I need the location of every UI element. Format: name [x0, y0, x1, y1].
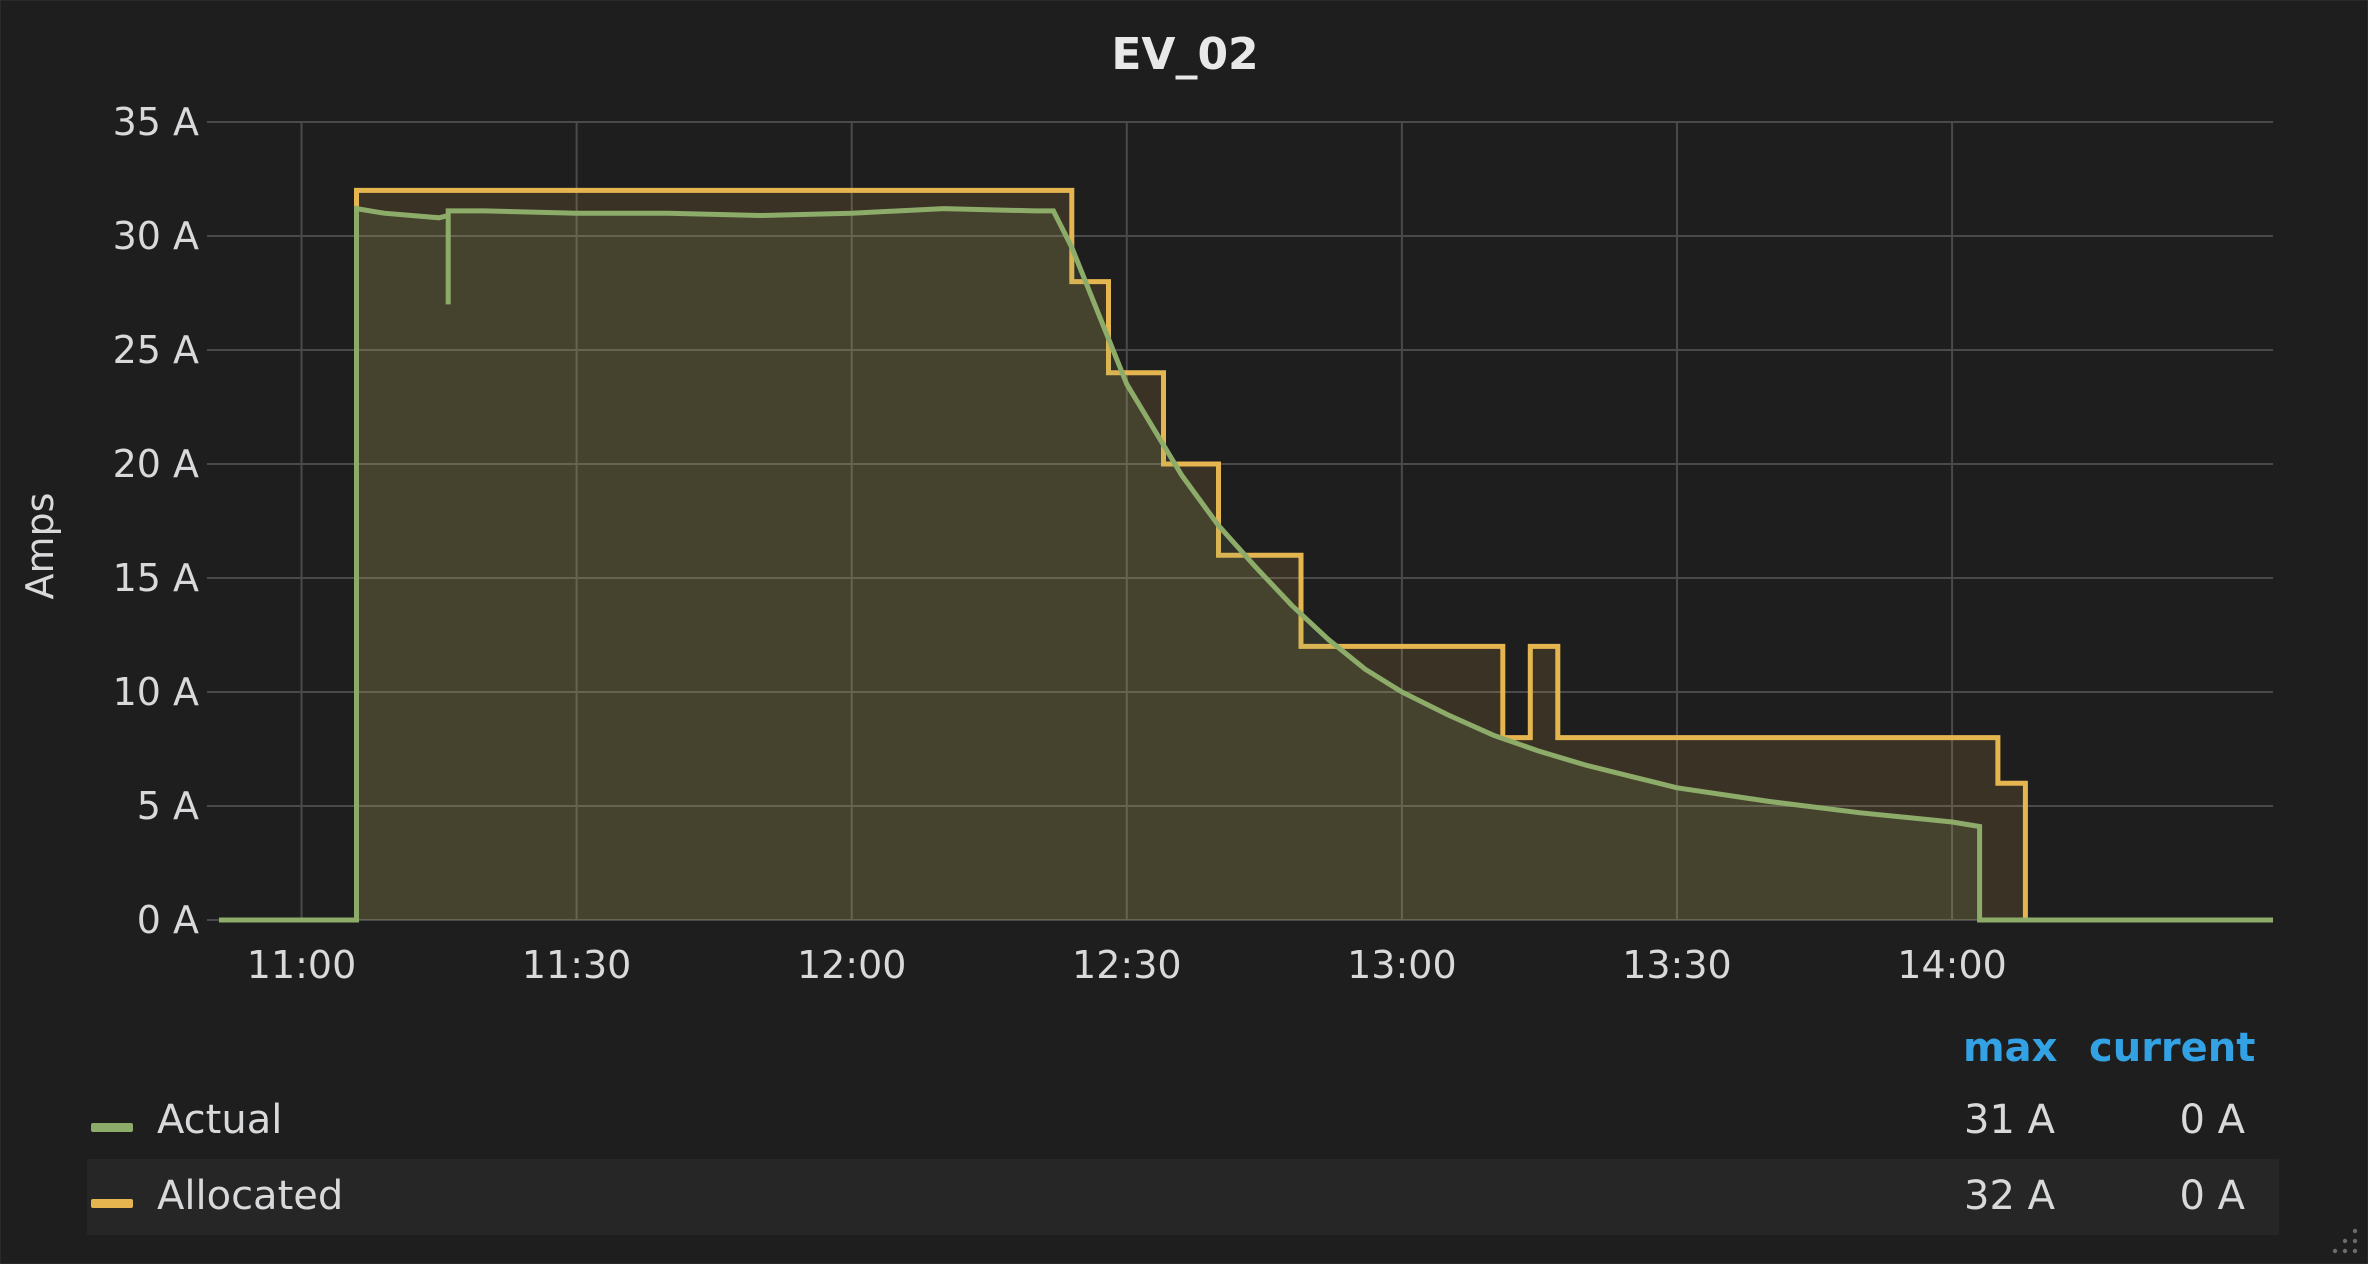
x-tick-label: 11:00 — [247, 943, 357, 987]
y-tick-label: 20 A — [113, 442, 199, 486]
legend-swatch-allocated — [91, 1199, 133, 1208]
x-tick-label: 14:00 — [1897, 943, 2007, 987]
x-axis-ticks: 11:00 11:30 12:00 12:30 13:00 13:30 14:00 — [247, 943, 2007, 987]
x-tick-label: 12:00 — [797, 943, 907, 987]
legend-row-allocated[interactable]: Allocated 32 A 0 A — [87, 1159, 2279, 1235]
series-area-actual — [219, 208, 2273, 921]
resize-handle-icon[interactable] — [2331, 1227, 2359, 1255]
legend-header-max[interactable]: max — [1963, 1025, 2058, 1071]
panel-title[interactable]: EV_02 — [1111, 29, 1258, 80]
chart: EV_02 Amps 0 A 5 A 10 A 15 A 20 A 25 A 30 A 35 … — [18, 29, 2273, 987]
legend-series-name[interactable]: Actual — [157, 1097, 283, 1143]
x-tick-label: 11:30 — [522, 943, 632, 987]
legend-max-value: 32 A — [1964, 1173, 2055, 1219]
legend-row-actual[interactable]: Actual 31 A 0 A — [87, 1083, 2279, 1159]
y-axis-ticks: 0 A 5 A 10 A 15 A 20 A 25 A 30 A 35 A — [113, 100, 199, 942]
legend-header-current[interactable]: current — [2089, 1025, 2256, 1071]
legend-header: max current — [87, 1021, 2279, 1083]
x-tick-label: 12:30 — [1072, 943, 1182, 987]
legend: max current Actual 31 A 0 A Allocated 32… — [87, 1021, 2279, 1235]
y-tick-label: 30 A — [113, 214, 199, 258]
y-tick-label: 5 A — [137, 784, 199, 828]
x-tick-label: 13:30 — [1622, 943, 1732, 987]
y-tick-label: 10 A — [113, 670, 199, 714]
legend-series-name[interactable]: Allocated — [157, 1173, 344, 1219]
legend-current-value: 0 A — [2179, 1173, 2245, 1219]
y-tick-label: 0 A — [137, 898, 199, 942]
y-tick-label: 25 A — [113, 328, 199, 372]
legend-max-value: 31 A — [1964, 1097, 2055, 1143]
series-group — [219, 187, 2273, 923]
legend-swatch-actual — [91, 1123, 133, 1132]
y-tick-label: 35 A — [113, 100, 199, 144]
x-tick-label: 13:00 — [1347, 943, 1457, 987]
y-tick-label: 15 A — [113, 556, 199, 600]
y-axis-label: Amps — [18, 493, 62, 600]
series-line-allocated — [219, 187, 2273, 923]
series-line-actual — [219, 205, 2273, 923]
legend-current-value: 0 A — [2179, 1097, 2245, 1143]
